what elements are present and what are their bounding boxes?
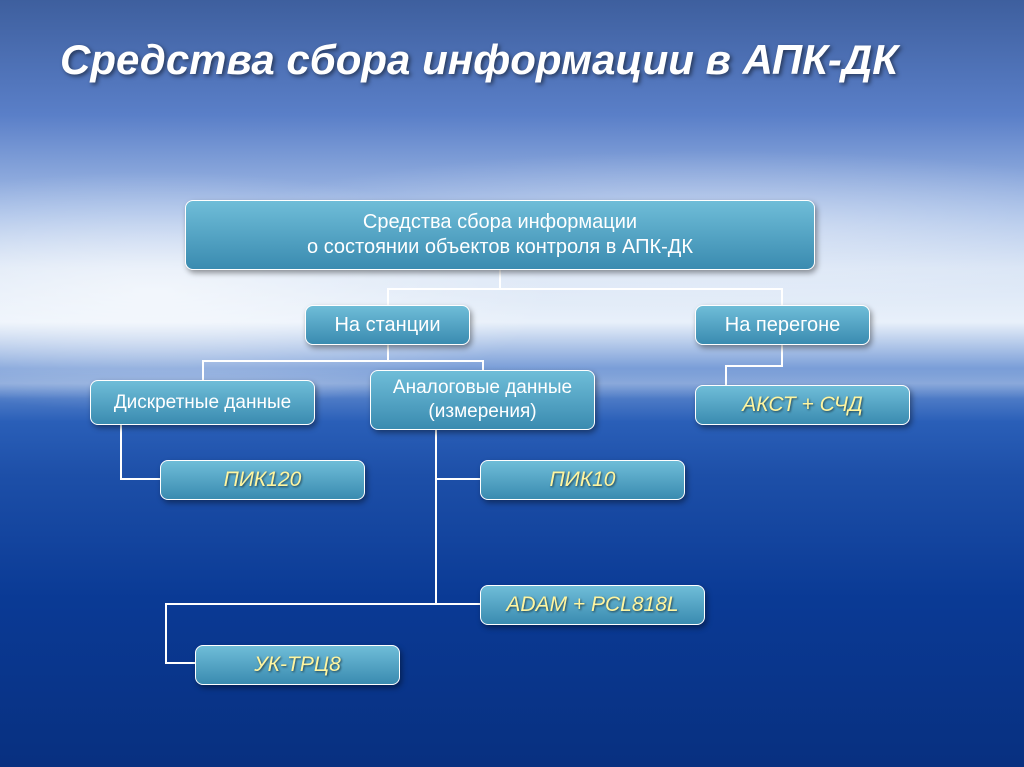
node-analog: Аналоговые данные (измерения) [370, 370, 595, 430]
connector [120, 478, 160, 480]
connector [202, 360, 204, 380]
connector [725, 365, 783, 367]
connector [781, 288, 783, 305]
node-peregon: На перегоне [695, 305, 870, 345]
connector [165, 603, 437, 605]
node-pik10: ПИК10 [480, 460, 685, 500]
connector [435, 430, 437, 605]
slide-title: Средства сбора информации в АПК-ДК [60, 35, 964, 85]
connector [482, 360, 484, 370]
connector [387, 288, 389, 305]
node-uktrc: УК-ТРЦ8 [195, 645, 400, 685]
connector [165, 662, 195, 664]
node-station: На станции [305, 305, 470, 345]
node-adam: ADAM + PCL818L [480, 585, 705, 625]
node-pik120: ПИК120 [160, 460, 365, 500]
diagram: Средства сбора информации о состоянии об… [0, 200, 1024, 760]
connector [165, 603, 167, 663]
connector [120, 425, 122, 480]
connector [435, 603, 480, 605]
connector [725, 365, 727, 385]
connector [435, 478, 480, 480]
connector [387, 345, 389, 360]
connector [499, 270, 501, 288]
node-discrete: Дискретные данные [90, 380, 315, 425]
connector [781, 345, 783, 365]
node-root: Средства сбора информации о состоянии об… [185, 200, 815, 270]
node-akst: АКСТ + СЧД [695, 385, 910, 425]
connector [202, 360, 484, 362]
connector [387, 288, 783, 290]
